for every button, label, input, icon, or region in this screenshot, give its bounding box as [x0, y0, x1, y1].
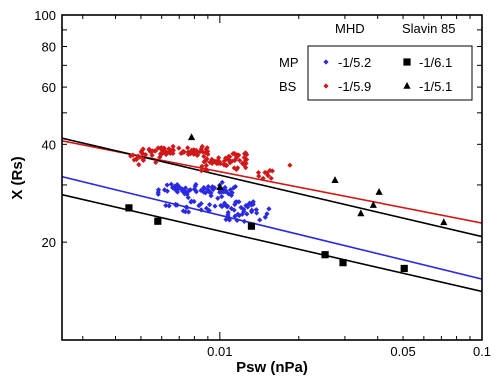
y-tick-label: 80	[42, 39, 56, 54]
data-point	[185, 145, 190, 150]
legend-entry-label: -1/6.1	[419, 55, 452, 70]
y-tick-label: 100	[34, 8, 56, 23]
legend-entry-label: -1/5.9	[338, 79, 371, 94]
data-point	[375, 188, 382, 195]
y-axis-title: X (Rs)	[9, 156, 26, 199]
legend-entry-label: -1/5.2	[338, 55, 371, 70]
series-mp-mhd	[156, 180, 272, 224]
fit-line-4	[62, 195, 482, 292]
x-tick-label: 0.1	[473, 344, 491, 359]
y-tick-label: 60	[42, 80, 56, 95]
data-point	[176, 146, 181, 151]
data-point	[357, 209, 364, 216]
data-point	[154, 218, 161, 225]
series-bs-mhd	[128, 144, 292, 181]
legend-column-header: MHD	[335, 21, 365, 36]
data-point	[256, 170, 261, 175]
data-point	[212, 204, 217, 209]
data-points-layer	[125, 133, 447, 272]
data-point	[266, 206, 271, 211]
data-point	[331, 176, 338, 183]
fit-lines-layer	[62, 138, 482, 291]
x-tick-label: 0.01	[207, 344, 232, 359]
fit-line-2	[62, 138, 482, 237]
data-point	[401, 265, 408, 272]
legend-entry-label: -1/5.1	[419, 79, 452, 94]
data-point	[125, 204, 132, 211]
legend: MHD Slavin 85 MP BS -1/5.2 -1/6.1 -1/5.9 -1/5.1	[279, 21, 472, 100]
data-point	[188, 133, 195, 140]
data-point	[321, 251, 328, 258]
data-point	[163, 203, 168, 208]
data-point	[164, 182, 169, 187]
data-point	[186, 209, 191, 214]
data-point	[248, 223, 255, 230]
x-tick-label: 0.05	[390, 344, 415, 359]
legend-column-header: Slavin 85	[402, 21, 455, 36]
data-point	[254, 207, 259, 212]
data-point	[257, 217, 262, 222]
x-axis-title: Psw (nPa)	[236, 359, 308, 376]
legend-marker	[403, 58, 410, 65]
data-point	[136, 162, 141, 167]
data-point	[339, 259, 346, 266]
legend-row-label: BS	[279, 79, 297, 94]
data-point	[287, 163, 292, 168]
legend-row-label: MP	[279, 55, 299, 70]
fit-line-3	[62, 177, 482, 279]
data-point	[440, 218, 447, 225]
data-point	[171, 144, 176, 149]
y-tick-label: 20	[42, 235, 56, 250]
y-tick-label: 40	[42, 137, 56, 152]
data-point	[242, 219, 247, 224]
data-point	[207, 202, 212, 207]
